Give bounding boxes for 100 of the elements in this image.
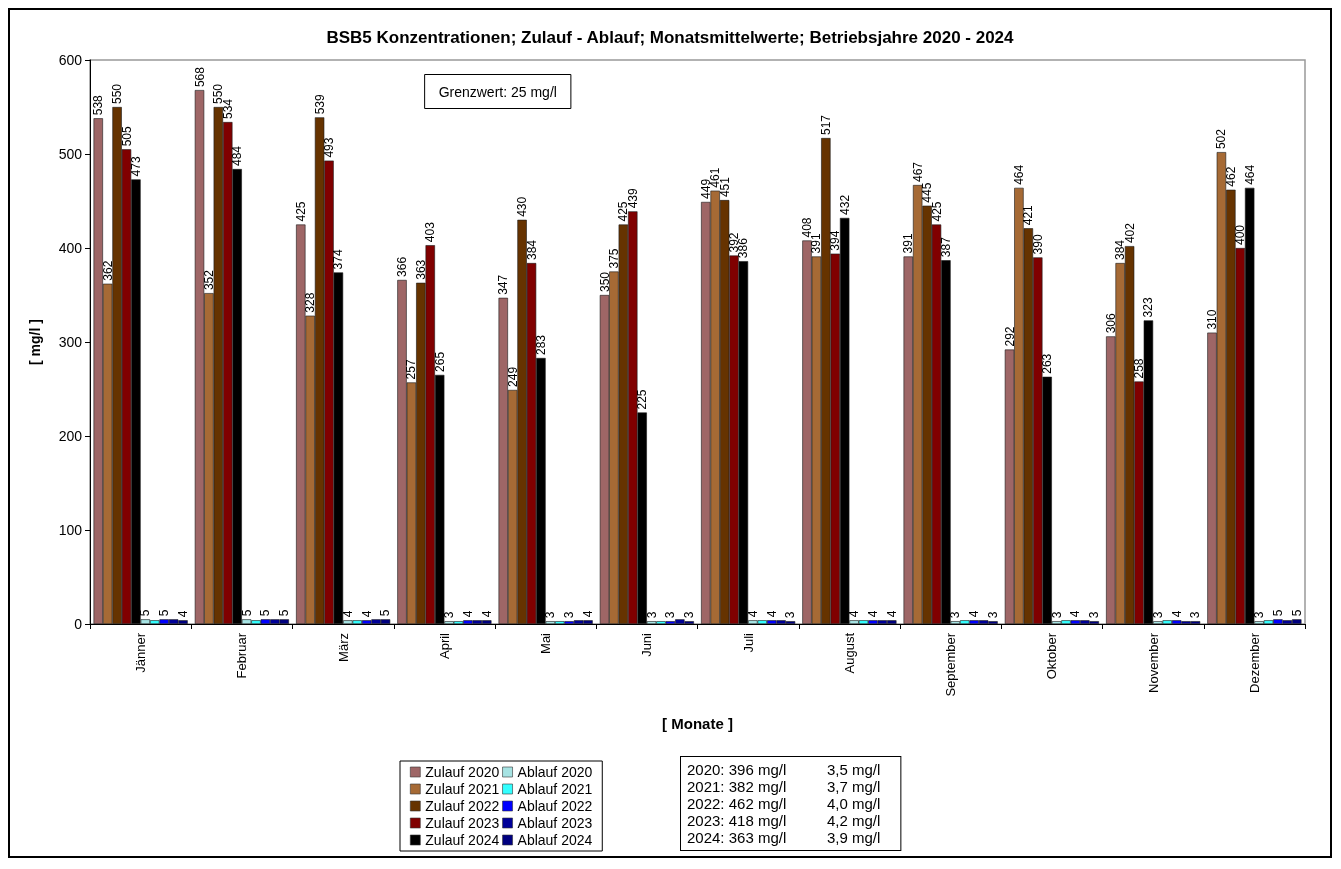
data-label: 257 bbox=[404, 359, 419, 380]
data-label: 3 bbox=[682, 611, 697, 619]
x-tick-label: April bbox=[436, 632, 452, 660]
x-tick-label: November bbox=[1145, 632, 1161, 693]
data-label: 258 bbox=[1132, 358, 1146, 379]
data-label: 3 bbox=[948, 611, 963, 619]
data-label: 3 bbox=[562, 611, 577, 619]
data-label: 3 bbox=[986, 611, 1000, 619]
data-label: 462 bbox=[1223, 166, 1238, 187]
data-label: 473 bbox=[128, 156, 143, 177]
data-label: 425 bbox=[929, 201, 944, 222]
data-label: 394 bbox=[828, 230, 843, 251]
data-label: 425 bbox=[293, 201, 308, 222]
data-label: 384 bbox=[524, 239, 539, 261]
legend-label: Ablauf 2023 bbox=[517, 815, 593, 831]
data-label: 375 bbox=[606, 248, 621, 269]
data-label: 366 bbox=[395, 256, 409, 277]
x-tick-label: Oktober bbox=[1044, 632, 1060, 680]
data-label: 484 bbox=[230, 145, 245, 167]
y-tick-label: 400 bbox=[58, 240, 83, 256]
y-tick-label: 100 bbox=[58, 522, 83, 538]
x-tick-label: Juni bbox=[639, 632, 655, 657]
data-label: 387 bbox=[938, 236, 953, 258]
legend-label: Zulauf 2022 bbox=[425, 798, 500, 814]
data-label: 323 bbox=[1141, 297, 1156, 318]
data-label: 5 bbox=[378, 609, 393, 617]
y-tick-label: 500 bbox=[58, 146, 83, 162]
data-label: 5 bbox=[239, 609, 254, 617]
y-axis-title: [ mg/l ] bbox=[27, 319, 43, 365]
data-label: 374 bbox=[331, 249, 346, 270]
data-label: 363 bbox=[413, 259, 428, 280]
legend-label: Zulauf 2021 bbox=[425, 781, 500, 797]
data-label: 538 bbox=[91, 94, 106, 116]
data-label: 352 bbox=[201, 269, 216, 291]
x-tick-label: Dezember bbox=[1246, 632, 1262, 693]
data-label: 493 bbox=[322, 137, 336, 158]
data-label: 400 bbox=[1233, 224, 1248, 245]
data-label: 432 bbox=[837, 194, 852, 215]
data-label: 421 bbox=[1021, 204, 1036, 226]
data-label: 5 bbox=[138, 609, 153, 617]
data-label: 347 bbox=[496, 274, 511, 295]
data-label: 3 bbox=[1150, 611, 1165, 619]
data-label: 4 bbox=[359, 610, 374, 618]
x-tick-label: Mai bbox=[538, 632, 554, 654]
data-label: 4 bbox=[460, 610, 475, 618]
data-label: 3 bbox=[1087, 611, 1102, 619]
data-label: 391 bbox=[901, 233, 916, 254]
legend-label: Zulauf 2024 bbox=[425, 832, 500, 848]
data-label: 3 bbox=[543, 611, 558, 619]
data-label: 4 bbox=[745, 610, 760, 618]
data-label: 3 bbox=[783, 611, 798, 619]
data-label: 225 bbox=[635, 389, 650, 410]
legend-label: Ablauf 2022 bbox=[517, 798, 593, 814]
data-label: 445 bbox=[920, 182, 935, 203]
legend-label: Zulauf 2020 bbox=[425, 764, 500, 780]
data-label: 3 bbox=[644, 611, 659, 619]
data-label: 517 bbox=[818, 114, 833, 136]
data-label: 4 bbox=[847, 610, 862, 618]
data-label: 4 bbox=[764, 610, 779, 618]
legend-label: Ablauf 2021 bbox=[517, 781, 593, 797]
text: 2020: 396 mg/l 3,5 mg/l bbox=[687, 761, 881, 778]
data-label: 328 bbox=[303, 292, 318, 313]
text: 2022: 462 mg/l 4,0 mg/l bbox=[687, 795, 881, 812]
y-tick-label: 600 bbox=[58, 52, 83, 68]
data-label: 5 bbox=[258, 609, 273, 617]
data-label: 4 bbox=[479, 610, 494, 618]
data-label: 4 bbox=[581, 610, 595, 618]
data-label: 467 bbox=[910, 161, 925, 183]
data-label: 5 bbox=[1289, 609, 1304, 617]
data-label: 362 bbox=[100, 260, 115, 281]
data-label: 265 bbox=[432, 351, 447, 372]
data-label: 3 bbox=[1049, 611, 1064, 619]
data-label: 3 bbox=[1188, 611, 1203, 619]
data-label: 3 bbox=[1252, 611, 1267, 619]
data-label: 3 bbox=[442, 611, 457, 619]
data-label: 550 bbox=[110, 83, 125, 104]
text: 2024: 363 mg/l 3,9 mg/l bbox=[687, 829, 881, 846]
data-label: 568 bbox=[192, 66, 207, 88]
data-label: 249 bbox=[505, 366, 520, 387]
data-label: 4 bbox=[1169, 610, 1184, 618]
data-label: 263 bbox=[1040, 353, 1055, 374]
data-label: 283 bbox=[533, 334, 548, 355]
data-label: 464 bbox=[1011, 164, 1026, 185]
x-tick-label: August bbox=[841, 632, 857, 674]
data-label: 4 bbox=[340, 610, 355, 618]
legend-label: Zulauf 2023 bbox=[425, 815, 500, 831]
data-label: 310 bbox=[1205, 309, 1219, 330]
legend-label: Ablauf 2020 bbox=[517, 764, 593, 780]
data-label: 403 bbox=[423, 221, 438, 243]
x-tick-label: Jänner bbox=[133, 632, 149, 673]
x-tick-label: Februar bbox=[234, 632, 250, 679]
data-label: 4 bbox=[884, 610, 899, 618]
data-label: 4 bbox=[967, 610, 982, 618]
data-label: 430 bbox=[515, 196, 530, 217]
data-label: 464 bbox=[1242, 164, 1257, 185]
data-label: 306 bbox=[1103, 313, 1118, 334]
x-tick-label: März bbox=[335, 633, 351, 662]
data-label: 292 bbox=[1002, 326, 1017, 347]
annotation: Grenzwert: 25 mg/l bbox=[438, 83, 557, 100]
chart-title: BSB5 Konzentrationen; Zulauf - Ablauf; Monatsmittelwerte; Betriebsjahre 2020 - 2024 bbox=[326, 28, 1015, 47]
